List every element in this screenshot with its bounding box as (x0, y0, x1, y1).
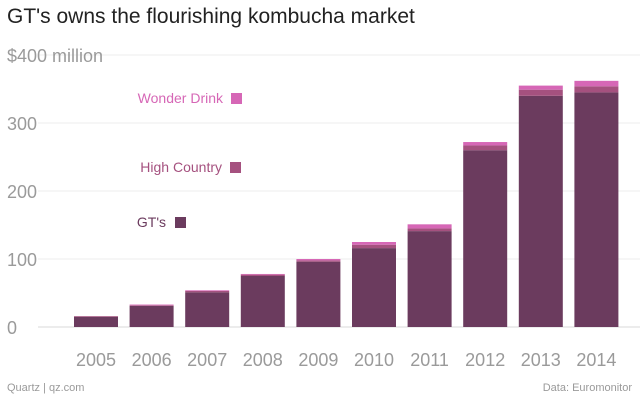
bar-segment (407, 228, 452, 232)
bar-segment (296, 259, 341, 261)
bar-segment (407, 224, 452, 229)
bar-segment (129, 304, 174, 306)
bar-segment (129, 305, 174, 306)
bar-segment (296, 261, 341, 327)
bar-segment (240, 276, 285, 327)
legend-swatch (230, 162, 241, 173)
data-source: Data: Euromonitor (542, 382, 632, 394)
bar-segment (518, 95, 563, 327)
y-unit-label: $400 million (7, 46, 103, 66)
x-tick-label: 2010 (354, 350, 394, 370)
bar-segment (296, 260, 341, 262)
source-credit: Quartz | qz.com (7, 382, 85, 394)
bar-segment (463, 145, 508, 151)
x-tick-label: 2014 (576, 350, 616, 370)
bar-segment (574, 80, 619, 87)
y-tick-label: 100 (7, 250, 37, 270)
bar-segment (240, 274, 285, 276)
bars (74, 80, 619, 328)
bar-segment (463, 142, 508, 146)
bar-segment (463, 150, 508, 327)
bar-segment (407, 231, 452, 327)
legend: Wonder Drink High Country GT's (137, 90, 242, 230)
bar-segment (574, 86, 619, 93)
y-tick-label: 300 (7, 114, 37, 134)
bar-segment (74, 316, 118, 317)
bar-segment (574, 92, 619, 328)
legend-swatch (175, 217, 186, 228)
x-tick-label: 2008 (243, 350, 283, 370)
x-tick-label: 2012 (465, 350, 505, 370)
bar-segment (185, 292, 230, 327)
y-tick-label: 200 (7, 182, 37, 202)
bar-segment (518, 89, 563, 96)
bar-segment (352, 244, 396, 249)
bar-segment (185, 290, 230, 293)
bar-segment (185, 290, 230, 291)
bar-segment (352, 242, 396, 245)
bar-segment (240, 273, 285, 275)
legend-label: Wonder Drink (138, 90, 224, 106)
x-tick-label: 2011 (410, 350, 449, 370)
x-tick-label: 2009 (298, 350, 338, 370)
x-tick-label: 2006 (132, 350, 172, 370)
x-tick-label: 2013 (521, 350, 561, 370)
y-axis-ticks: 0 100 200 300 $400 million (7, 46, 103, 338)
legend-swatch (231, 93, 242, 104)
bar-segment (129, 305, 174, 327)
bar-segment (352, 248, 396, 327)
x-tick-label: 2005 (76, 350, 116, 370)
legend-label: GT's (137, 214, 166, 230)
chart-title: GT's owns the flourishing kombucha marke… (7, 5, 415, 28)
y-tick-label: 0 (7, 318, 17, 338)
x-axis-ticks: 2005 2006 2007 2008 2009 2010 2011 2012 2013 2014 (76, 350, 616, 370)
x-tick-label: 2007 (187, 350, 227, 370)
legend-label: High Country (140, 159, 222, 175)
bar-segment (518, 85, 563, 90)
bar-segment (74, 316, 118, 327)
